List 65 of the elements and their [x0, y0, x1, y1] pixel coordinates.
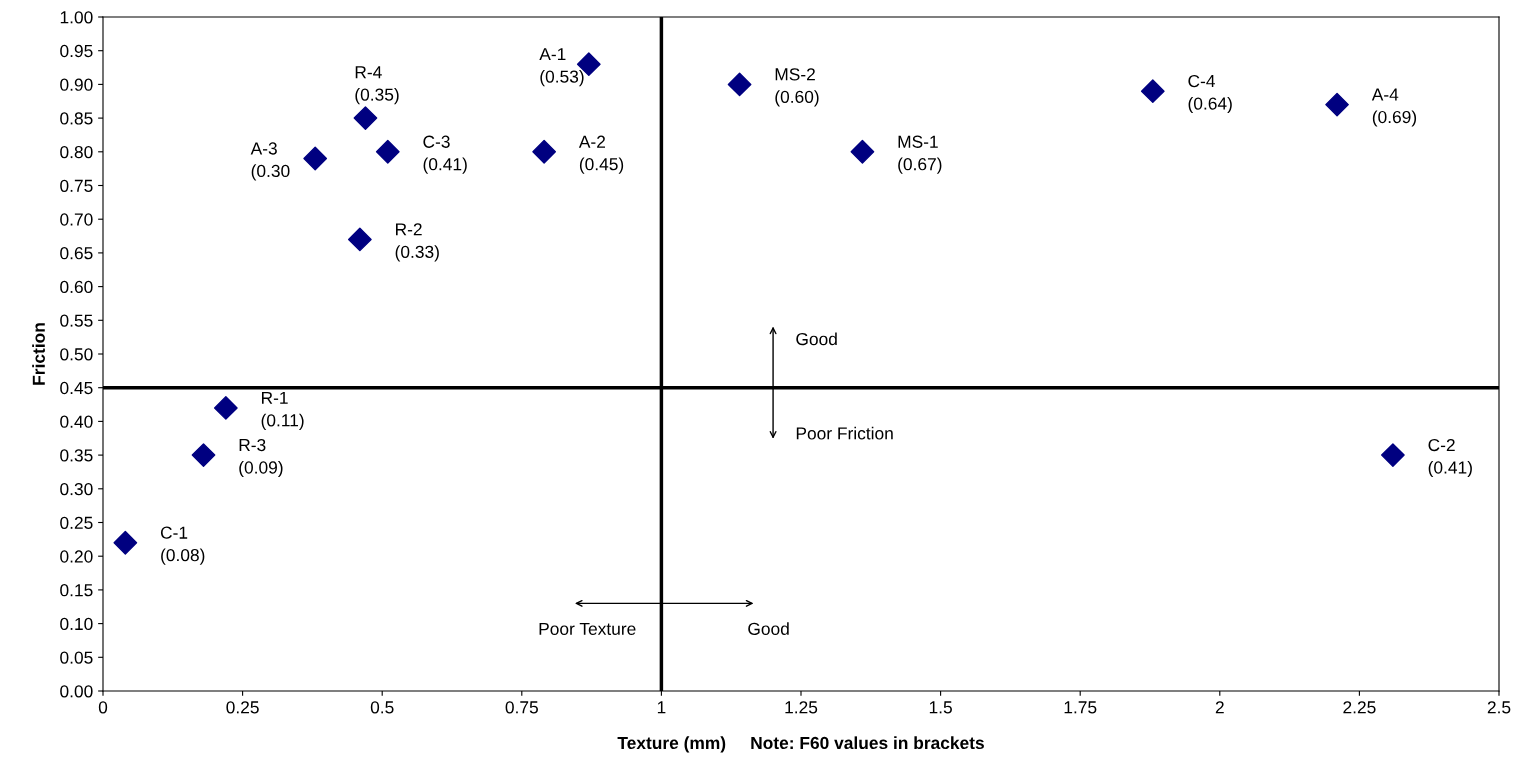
point [850, 139, 875, 164]
x-tick-label: 0.75 [505, 701, 538, 714]
point [727, 72, 752, 97]
y-tick-label: 0.40 [60, 415, 93, 428]
annotation: C-1 (0.08) [160, 526, 205, 565]
x-tick-label: 0 [98, 701, 108, 714]
x-tick-label: 1.25 [785, 701, 818, 714]
y-tick-label: 0.75 [60, 179, 93, 192]
annotation: R-1 (0.11) [261, 391, 304, 430]
point [303, 146, 328, 171]
annotation: A-2 (0.45) [578, 135, 624, 174]
point [113, 530, 138, 555]
annotation: R-3 (0.09) [239, 438, 283, 478]
y-tick-label: 0.05 [60, 651, 93, 664]
annotation: C-4 (0.64) [1188, 74, 1232, 114]
x-tick-label: 1.75 [1064, 701, 1097, 714]
annotation: C-2 (0.41) [1428, 438, 1472, 478]
y-tick-label: 0.85 [60, 112, 93, 125]
y-tick-label: 0.70 [60, 213, 93, 226]
x-tick-label: 2.5 [1487, 701, 1511, 714]
y-tick-label: 0.55 [60, 314, 93, 327]
y-tick-label: 0.65 [60, 247, 93, 260]
x-tick-label: 2 [1215, 701, 1224, 714]
y-tick-label: 0.95 [60, 44, 93, 58]
x-tick-label: 1 [657, 701, 666, 714]
point [1381, 443, 1405, 467]
point [1325, 92, 1349, 117]
y-tick-label: 0.90 [60, 78, 93, 91]
y-tick-label: 0.15 [60, 584, 93, 597]
y-tick-label: 0.25 [60, 516, 93, 529]
annotation: Good [796, 332, 837, 346]
annotation: R-4 (0.35) [355, 66, 399, 105]
x-tick-label: 1.5 [929, 701, 952, 714]
annotation: Poor Friction [796, 426, 893, 440]
point [213, 396, 238, 420]
y-tick-label: 0.60 [60, 280, 93, 294]
y-tick-label: 0.35 [60, 449, 93, 462]
point [353, 106, 378, 130]
annotation: C-3 (0.41) [423, 135, 467, 174]
y-tick-label: 0.45 [60, 381, 93, 395]
x-axis-title: Texture (mm) Note: F60 values in brackets [617, 736, 984, 753]
y-tick-label: 0.10 [60, 617, 93, 631]
annotation: A-3 (0.30 [250, 142, 290, 181]
y-tick-label: 0.20 [60, 550, 93, 563]
annotation: A-4 (0.69) [1371, 88, 1417, 127]
y-tick-label: 0.00 [60, 685, 93, 698]
x-tick-label: 2.25 [1343, 701, 1376, 714]
annotation: R-2 (0.33) [395, 223, 439, 262]
annotation: Poor Texture [539, 622, 636, 635]
x-tick-label: 0.5 [370, 701, 394, 714]
point [1140, 79, 1165, 104]
annotation: MS-2 (0.60) [775, 68, 819, 107]
annotation: A-1 (0.53) [539, 48, 584, 87]
point [347, 227, 372, 252]
y-tick-label: 0.80 [60, 145, 93, 159]
y-tick-label: 1.00 [60, 11, 93, 24]
point [191, 443, 216, 467]
x-tick-label: 0.25 [226, 701, 259, 714]
annotation: Good [748, 622, 789, 635]
point [532, 139, 557, 164]
y-tick-label: 0.30 [60, 482, 93, 496]
annotation: MS-1 (0.67) [898, 135, 942, 174]
point [375, 139, 400, 164]
y-tick-label: 0.50 [60, 348, 93, 361]
y-axis-title: Friction [32, 323, 45, 385]
